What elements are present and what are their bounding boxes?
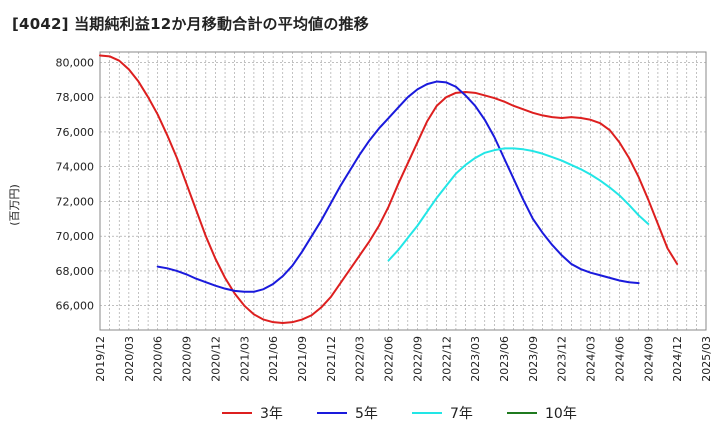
series-line-7年: [387, 147, 650, 262]
x-tick-label: 2024/06: [613, 336, 626, 382]
legend-label: 10年: [545, 406, 577, 422]
x-tick-label: 2020/09: [181, 336, 194, 382]
series-lines: [99, 54, 679, 325]
legend-label: 3年: [260, 406, 283, 422]
x-tick-label: 2022/09: [411, 336, 424, 382]
x-tick-label: 2022/12: [440, 336, 453, 382]
y-tick-label: 74,000: [56, 161, 95, 174]
grid: [99, 51, 707, 331]
x-tick-label: 2020/06: [152, 336, 165, 382]
x-tick-label: 2021/12: [325, 336, 338, 382]
y-tick-label: 76,000: [56, 126, 95, 139]
plot-area: [99, 51, 707, 331]
series-line-3年: [99, 54, 679, 325]
x-tick-label: 2020/12: [209, 336, 222, 382]
x-axis: 2019/12 2020/03 2020/06 2020/09 2020/12 2021/…: [94, 336, 713, 382]
x-tick-label: 2021/03: [238, 336, 251, 382]
x-tick-label: 2021/09: [296, 336, 309, 382]
y-axis-label: (百万円): [8, 184, 21, 226]
y-tick-label: 78,000: [56, 91, 95, 104]
x-tick-label: 2021/06: [267, 336, 280, 382]
y-tick-label: 70,000: [56, 230, 95, 243]
x-tick-label: 2019/12: [94, 336, 107, 382]
x-tick-label: 2024/09: [642, 336, 655, 382]
y-tick-label: 80,000: [56, 56, 95, 69]
legend-label: 5年: [355, 406, 378, 422]
legend-label: 7年: [450, 406, 473, 422]
x-tick-label: 2022/06: [383, 336, 396, 382]
x-tick-label: 2023/09: [527, 336, 540, 382]
x-tick-label: 2020/03: [123, 336, 136, 382]
y-tick-label: 66,000: [56, 300, 95, 313]
x-tick-label: 2024/12: [671, 336, 684, 382]
y-tick-label: 68,000: [56, 265, 95, 278]
y-tick-label: 72,000: [56, 195, 95, 208]
x-tick-label: 2023/03: [469, 336, 482, 382]
x-tick-label: 2023/06: [498, 336, 511, 382]
series-line-5年: [156, 80, 640, 293]
x-tick-label: 2025/03: [700, 336, 713, 382]
chart-title: [4042] 当期純利益12か月移動合計の平均値の推移: [12, 15, 369, 33]
x-tick-label: 2023/12: [556, 336, 569, 382]
legend: 3年 5年 7年 10年: [222, 406, 577, 422]
x-tick-label: 2024/03: [585, 336, 598, 382]
y-axis: 66,000 68,000 70,000 72,000 74,000 76,000 78,0…: [56, 56, 95, 312]
x-tick-label: 2022/03: [354, 336, 367, 382]
